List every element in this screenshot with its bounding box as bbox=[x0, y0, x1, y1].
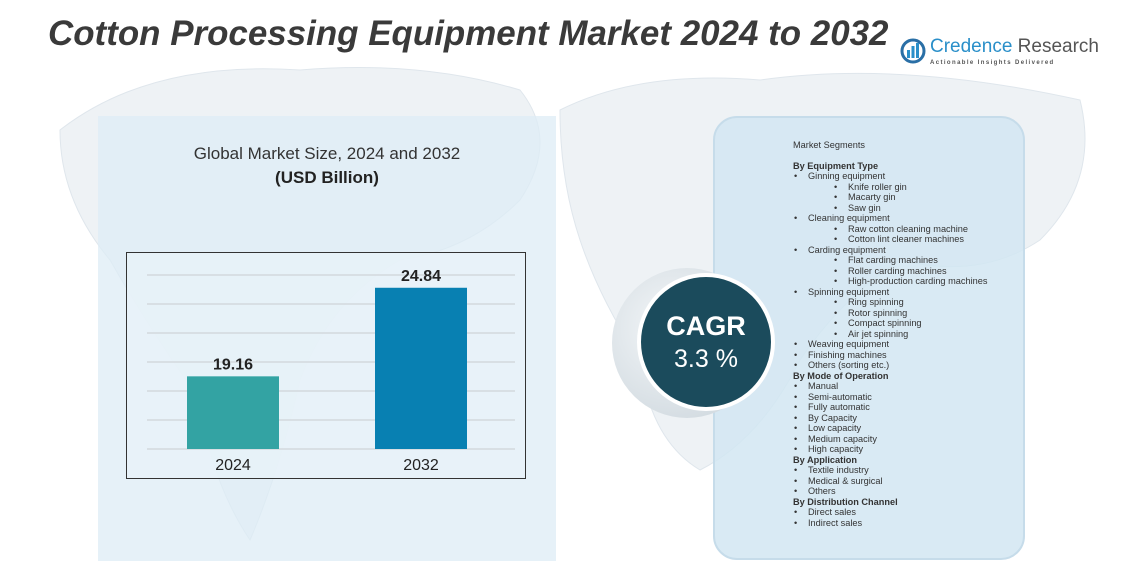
segment-item: Finishing machines bbox=[793, 350, 987, 361]
segment-item: Cotton lint cleaner machines bbox=[793, 234, 987, 245]
segment-item: Weaving equipment bbox=[793, 339, 987, 350]
data-label: 24.84 bbox=[401, 268, 441, 285]
segment-item: Carding equipment bbox=[793, 245, 987, 256]
segment-item: Ginning equipment bbox=[793, 171, 987, 182]
segment-item: Indirect sales bbox=[793, 518, 987, 529]
logo-tagline: Actionable Insights Delivered bbox=[930, 60, 1055, 66]
bar-2024 bbox=[187, 376, 279, 449]
segment-item: Medical & surgical bbox=[793, 476, 987, 487]
segment-item: Textile industry bbox=[793, 465, 987, 476]
segment-item: Macarty gin bbox=[793, 192, 987, 203]
segment-item: Rotor spinning bbox=[793, 308, 987, 319]
segment-item: Roller carding machines bbox=[793, 266, 987, 277]
segment-item: High capacity bbox=[793, 444, 987, 455]
segment-item: Knife roller gin bbox=[793, 182, 987, 193]
segment-item: Low capacity bbox=[793, 423, 987, 434]
x-tick-label: 2024 bbox=[215, 457, 251, 474]
segment-heading: By Application bbox=[793, 454, 857, 465]
data-label: 19.16 bbox=[213, 356, 253, 373]
cagr-label: CAGR bbox=[666, 311, 746, 341]
segment-item: Semi-automatic bbox=[793, 392, 987, 403]
segment-item: Spinning equipment bbox=[793, 287, 987, 298]
page-title: Cotton Processing Equipment Market 2024 … bbox=[48, 14, 889, 53]
bar-chart-logo-icon bbox=[900, 38, 926, 64]
cagr-value: 3.3 % bbox=[674, 345, 738, 373]
segment-item: Direct sales bbox=[793, 507, 987, 518]
segment-item: Ring spinning bbox=[793, 297, 987, 308]
segments-heading: Market Segments bbox=[793, 140, 865, 150]
segment-item: Compact spinning bbox=[793, 318, 987, 329]
segment-item: Saw gin bbox=[793, 203, 987, 214]
segment-item: Medium capacity bbox=[793, 434, 987, 445]
segment-item: Raw cotton cleaning machine bbox=[793, 224, 987, 235]
segment-heading: By Distribution Channel bbox=[793, 496, 898, 507]
chart-subtitle: (USD Billion) bbox=[275, 168, 379, 187]
x-tick-label: 2032 bbox=[403, 457, 439, 474]
cagr-badge: CAGR 3.3 % bbox=[637, 273, 775, 411]
bar-2032 bbox=[375, 287, 467, 449]
bar-chart-frame: 19.16 2024 24.84 2032 bbox=[126, 252, 526, 479]
segment-item: Cleaning equipment bbox=[793, 213, 987, 224]
logo-name-1: Credence bbox=[930, 36, 1013, 57]
segment-heading: By Mode of Operation bbox=[793, 370, 889, 381]
segments-list: Market Segments By Equipment TypeGinning… bbox=[793, 140, 987, 528]
segment-heading: By Equipment Type bbox=[793, 160, 879, 171]
segment-item: High-production carding machines bbox=[793, 276, 987, 287]
credence-research-logo: Credence Research Actionable Insights De… bbox=[900, 36, 1099, 70]
segment-item: Manual bbox=[793, 381, 987, 392]
bar-chart: 19.16 2024 24.84 2032 bbox=[147, 268, 515, 474]
segment-item: By Capacity bbox=[793, 413, 987, 424]
segment-item: Others bbox=[793, 486, 987, 497]
segment-item: Flat carding machines bbox=[793, 255, 987, 266]
segment-item: Air jet spinning bbox=[793, 329, 987, 340]
segment-item: Fully automatic bbox=[793, 402, 987, 413]
market-segments-panel: Market Segments By Equipment TypeGinning… bbox=[713, 116, 1025, 560]
segment-item: Others (sorting etc.) bbox=[793, 360, 987, 371]
logo-name-2: Research bbox=[1017, 36, 1099, 57]
chart-title: Global Market Size, 2024 and 2032 bbox=[193, 144, 461, 163]
